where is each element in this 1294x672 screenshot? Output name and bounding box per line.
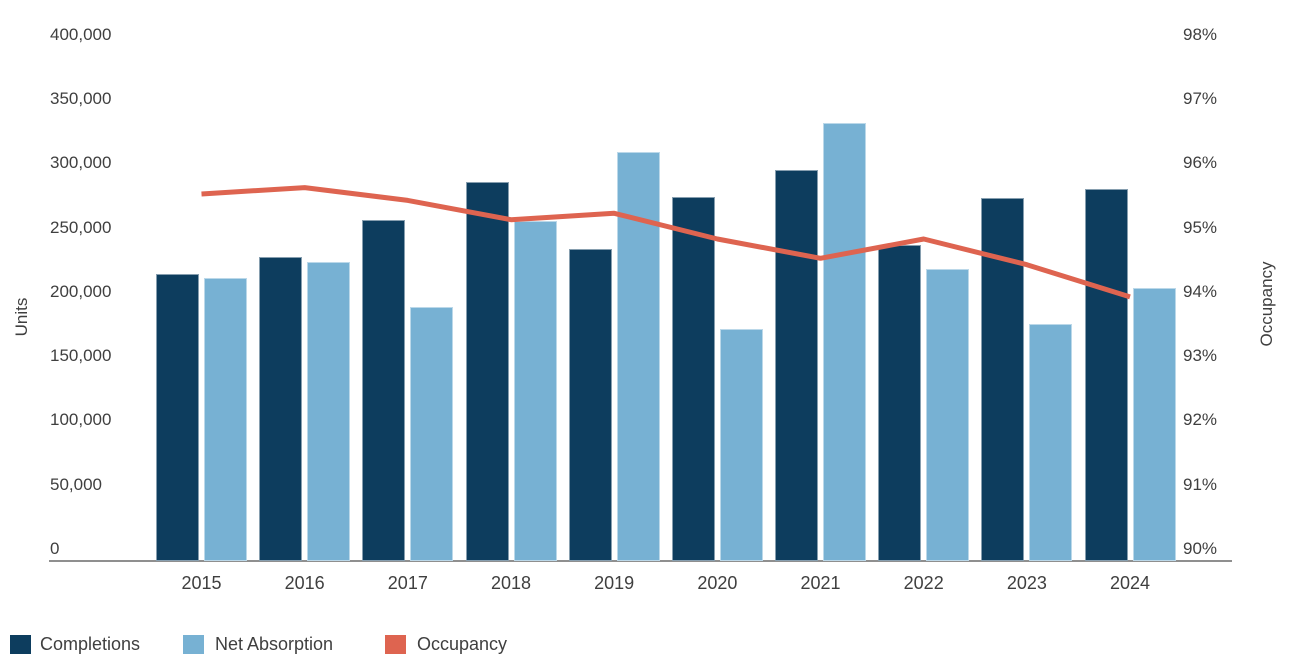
y-tick-right-98: 98% [1183,24,1218,44]
y-tick-left-250000: 250,000 [50,217,112,237]
y-tick-left-200000: 200,000 [50,281,112,301]
legend-swatch-net-absorption [183,635,204,654]
y-tick-left-150000: 150,000 [50,346,112,366]
x-tick-2020: 2020 [697,573,738,593]
y-tick-right-90: 90% [1183,539,1218,558]
bar-completions-2017 [362,219,406,562]
bar-completions-2020 [671,196,715,562]
y-tick-left-300000: 300,000 [50,153,112,173]
bar-completions-2016 [259,257,303,562]
bar-completions-2023 [981,197,1025,562]
bar-net-absorption-2023 [1029,323,1073,562]
left-axis-title: Units [12,297,31,337]
bar-net-absorption-2018 [513,220,557,562]
bar-net-absorption-2021 [823,123,867,562]
bar-completions-2019 [568,249,612,562]
x-tick-2018: 2018 [490,573,532,593]
x-tick-2021: 2021 [800,573,841,593]
x-tick-2015: 2015 [181,573,222,593]
bar-completions-2018 [465,182,509,562]
legend-label-completions: Completions [40,634,141,654]
y-tick-right-95: 95% [1183,217,1218,237]
y-tick-right-91: 91% [1183,474,1218,494]
legend-label-occupancy: Occupancy [417,634,508,654]
x-tick-2024: 2024 [1109,573,1151,593]
y-tick-left-0: 0 [50,539,60,558]
bar-net-absorption-2020 [719,329,763,562]
bar-completions-2022 [878,245,922,562]
bar-net-absorption-2015 [204,277,247,562]
y-tick-right-92: 92% [1183,410,1218,430]
y-tick-right-94: 94% [1183,281,1218,301]
x-tick-2023: 2023 [1006,573,1047,593]
bar-completions-2024 [1084,188,1128,562]
x-tick-2022: 2022 [903,573,944,593]
bar-net-absorption-2024 [1132,287,1176,562]
bar-net-absorption-2017 [410,307,454,562]
x-tick-2019: 2019 [594,573,635,593]
legend-swatch-occupancy [385,635,406,654]
y-tick-right-96: 96% [1183,153,1218,173]
bar-net-absorption-2022 [926,268,970,562]
right-axis-title: Occupancy [1257,261,1276,347]
y-tick-left-50000: 50,000 [50,474,102,494]
y-tick-left-100000: 100,000 [50,410,112,430]
legend-swatch-completions [10,635,31,654]
x-tick-2017: 2017 [387,573,428,593]
y-tick-left-350000: 350,000 [50,88,112,108]
legend-label-net-absorption: Net Absorption [215,634,334,654]
y-tick-right-93: 93% [1183,346,1218,366]
bar-net-absorption-2019 [616,151,660,562]
bar-completions-2015 [156,273,199,562]
y-tick-left-400000: 400,000 [50,24,112,44]
bar-completions-2021 [775,169,819,562]
y-tick-right-97: 97% [1183,88,1218,108]
x-tick-2016: 2016 [284,573,325,593]
bar-net-absorption-2016 [307,262,351,562]
